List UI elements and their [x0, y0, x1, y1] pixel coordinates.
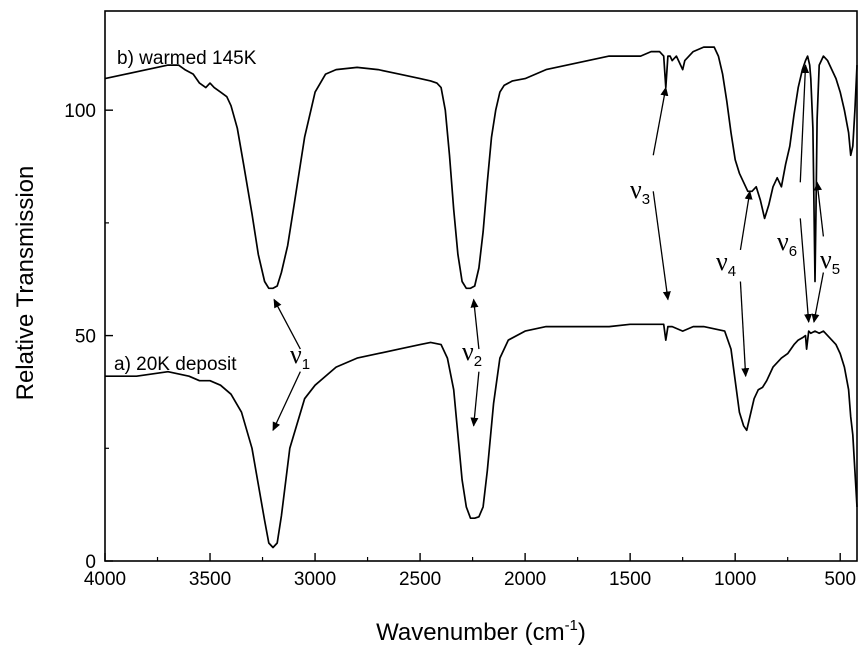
peak-label-nu3: ν3	[630, 175, 650, 208]
peak-label-nu5-base: ν	[820, 245, 832, 274]
y-tick-label: 100	[64, 101, 96, 122]
annotation-arrow	[814, 181, 825, 237]
x-tick-label: 4000	[84, 569, 126, 590]
peak-label-nu1: ν1	[290, 340, 310, 373]
peak-label-nu6: ν6	[777, 227, 797, 260]
annotation-arrow	[470, 371, 480, 427]
peak-label-nu1-sub: 1	[302, 356, 310, 373]
series-label-deposit: a) 20K deposit	[114, 354, 237, 375]
y-tick-label: 0	[85, 552, 96, 573]
x-axis-ticks: 4000 3500 3000 2500 2000 1500 1000 500	[84, 553, 856, 590]
peak-label-nu3-base: ν	[630, 175, 642, 204]
x-tick-label: 3500	[189, 569, 231, 590]
x-axis-title-main: Wavenumber (cm	[376, 619, 564, 646]
x-tick-label: 3000	[294, 569, 336, 590]
peak-label-nu2: ν2	[462, 337, 482, 370]
x-axis-title-sup: -1	[565, 617, 578, 634]
peak-label-nu4-base: ν	[716, 247, 728, 276]
peak-label-nu6-base: ν	[777, 227, 789, 256]
annotation-arrow	[799, 218, 813, 324]
annotation-arrow	[739, 190, 753, 251]
peak-label-nu3-sub: 3	[642, 191, 650, 208]
peak-label-nu2-base: ν	[462, 337, 474, 366]
annotation-arrow	[811, 272, 825, 324]
peak-label-nu1-base: ν	[290, 340, 302, 369]
series-label-warmed: b) warmed 145K	[117, 48, 257, 69]
peak-label-nu4: ν4	[716, 247, 736, 280]
peak-label-nu2-sub: 2	[474, 353, 482, 370]
y-axis-title: Relative Transmission	[12, 166, 39, 401]
x-tick-label: 2500	[399, 569, 441, 590]
x-axis-title-close: )	[578, 619, 586, 646]
annotation-arrow	[273, 298, 301, 350]
x-tick-label: 500	[824, 569, 856, 590]
annotation-arrows	[272, 64, 825, 432]
annotation-arrow	[470, 298, 480, 350]
y-axis-ticks: 0 50 100	[64, 101, 113, 573]
annotation-arrow	[739, 281, 750, 378]
y-tick-label: 50	[75, 327, 96, 348]
x-tick-label: 1500	[609, 569, 651, 590]
series-line-warmed-145k	[104, 46, 858, 290]
annotation-arrow	[652, 86, 669, 156]
peak-label-nu4-sub: 4	[728, 263, 736, 280]
peak-label-nu6-sub: 6	[789, 243, 797, 260]
x-tick-label: 1000	[714, 569, 756, 590]
annotation-arrow	[272, 371, 301, 432]
x-axis-title: Wavenumber (cm-1)	[376, 617, 586, 646]
annotation-arrow	[799, 64, 810, 183]
plot-frame	[104, 10, 858, 562]
peak-label-nu5-sub: 5	[832, 261, 840, 278]
x-tick-label: 2000	[504, 569, 546, 590]
peak-label-nu5: ν5	[820, 245, 840, 278]
annotation-arrow	[652, 191, 671, 301]
series-layer	[104, 46, 858, 549]
series-line-20k-deposit	[105, 323, 858, 549]
